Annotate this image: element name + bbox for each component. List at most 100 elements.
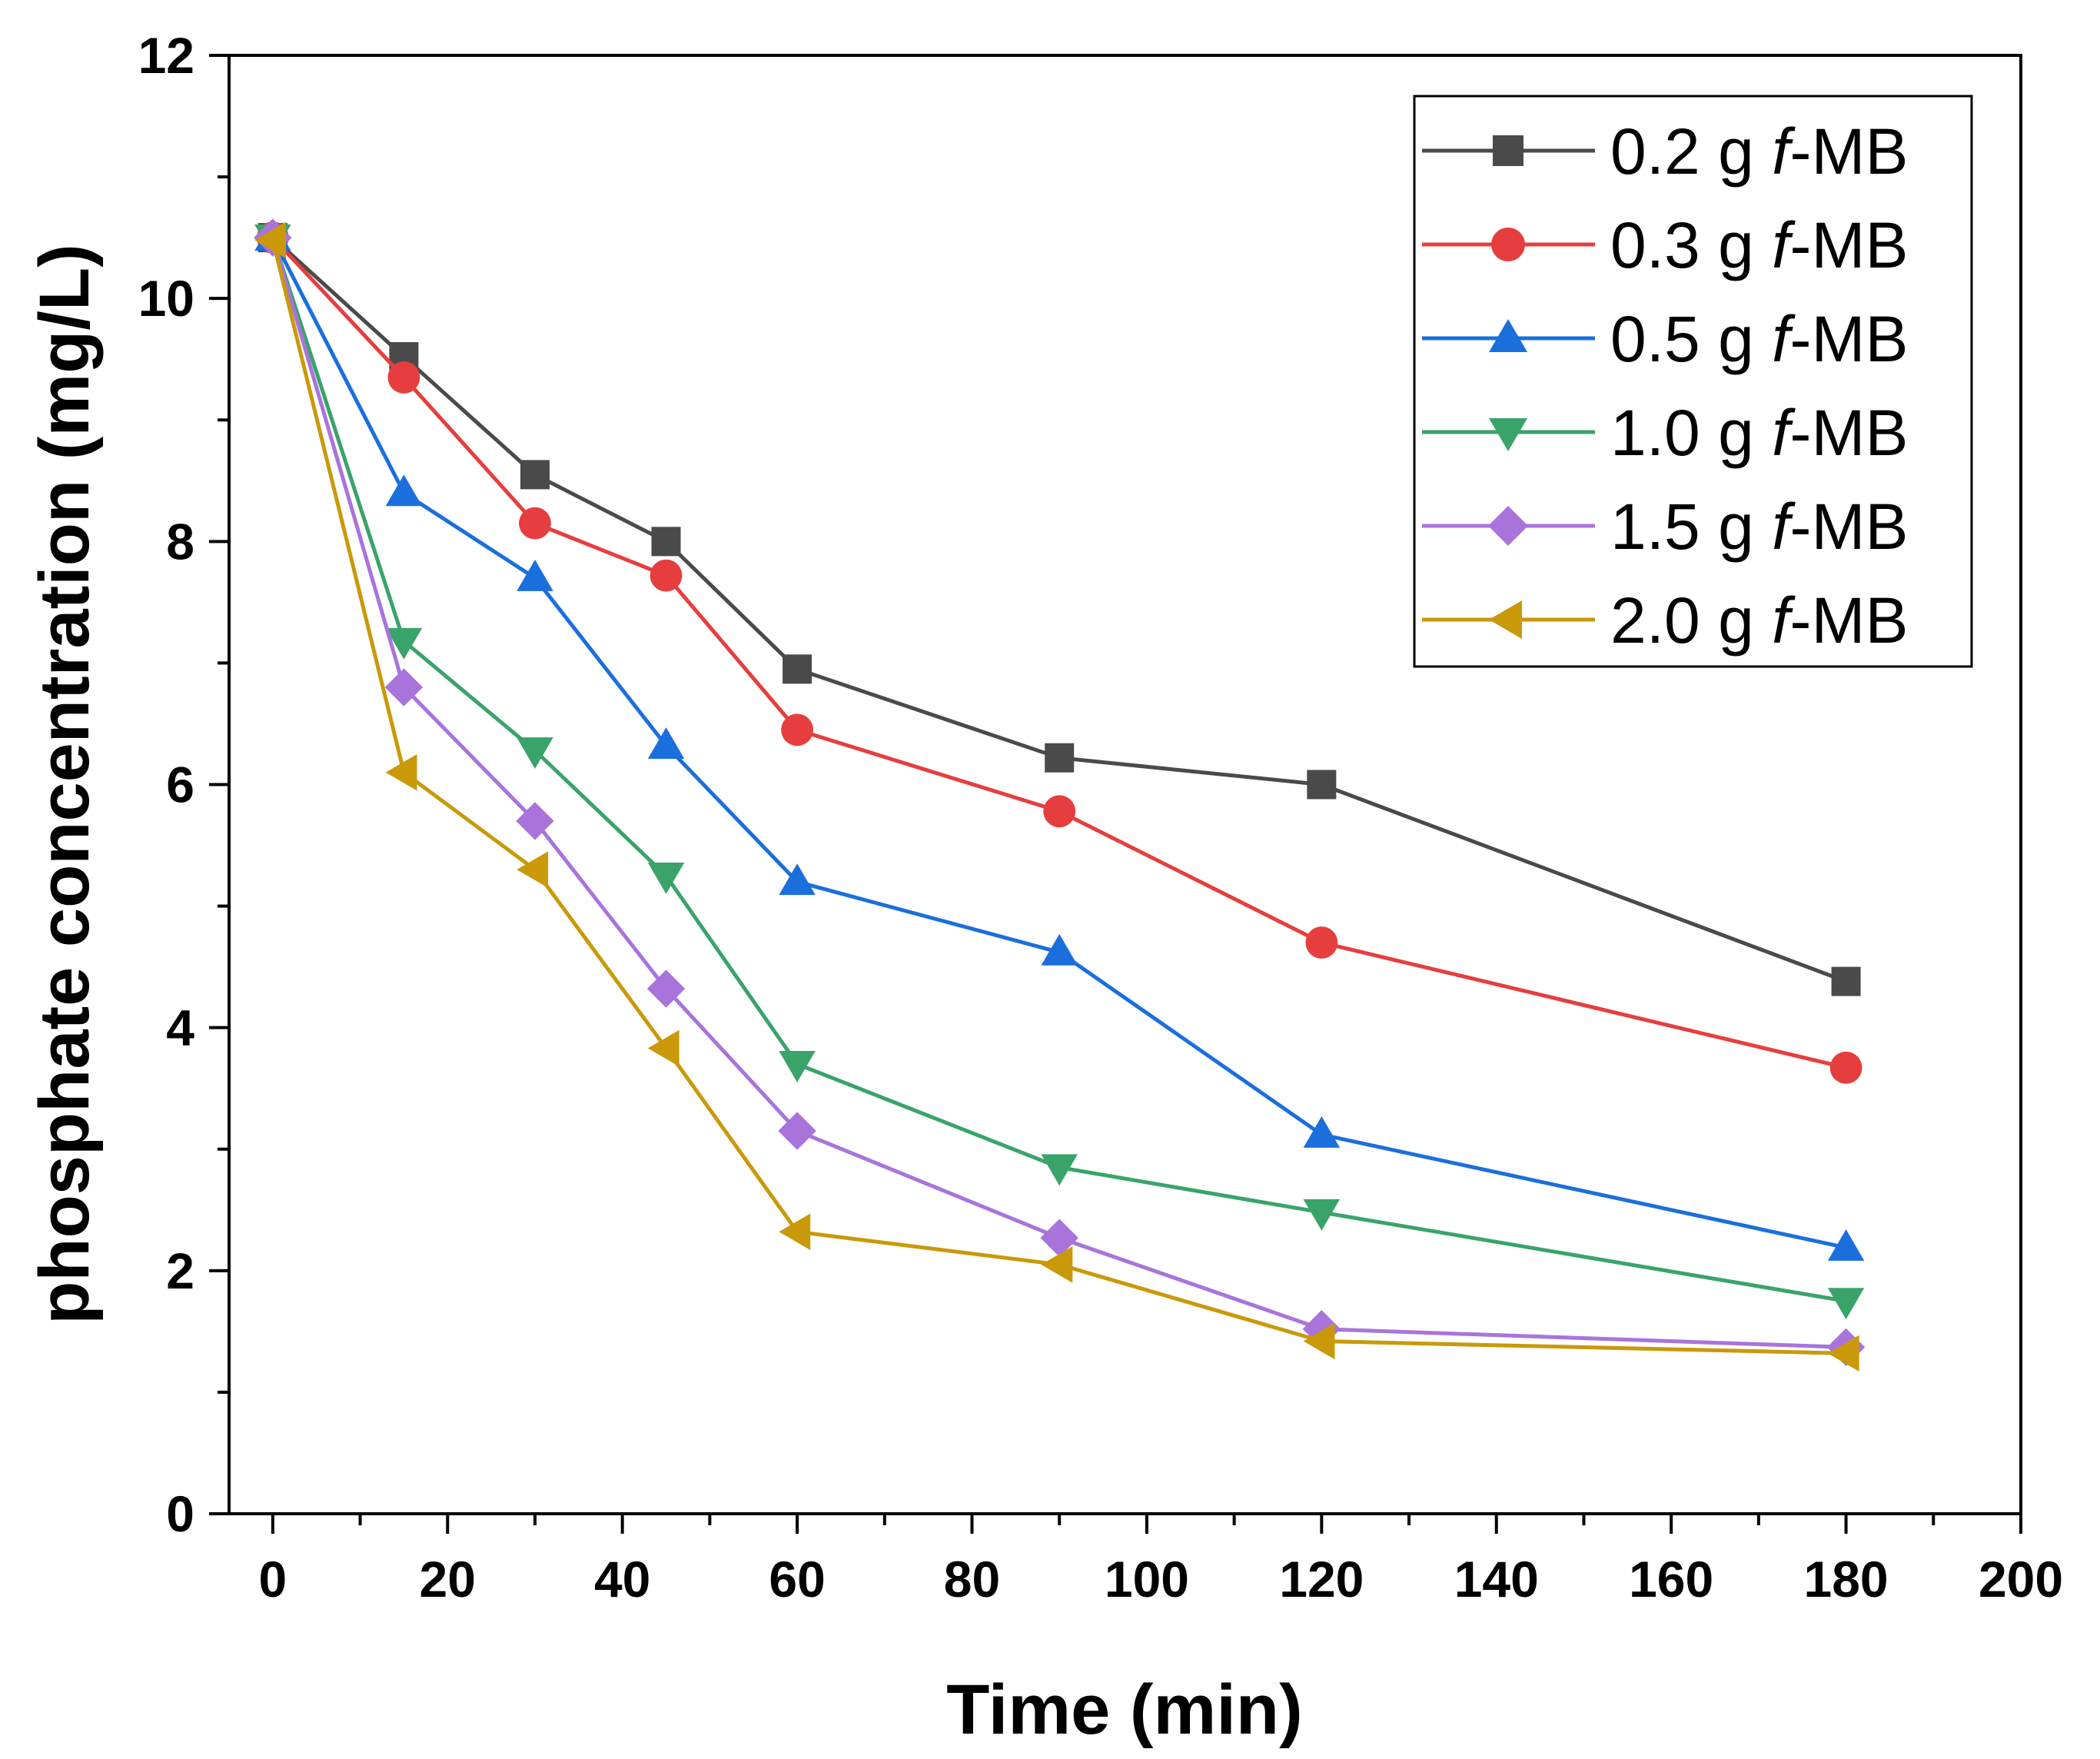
data-point-triangle-down bbox=[1303, 1199, 1341, 1231]
data-point-circle bbox=[387, 361, 420, 394]
data-point-triangle-down bbox=[647, 862, 685, 894]
data-point-triangle-up bbox=[517, 560, 553, 591]
legend-box bbox=[1413, 95, 1973, 668]
data-point-triangle-down bbox=[1827, 1288, 1865, 1320]
x-tick-label: 80 bbox=[944, 1551, 1000, 1608]
legend-label: 0.5 g f-MB bbox=[1610, 303, 1909, 375]
legend: 0.2 g f-MB 0.3 g f-MB 0.5 g f-MB 1.0 g f-MB… bbox=[1413, 95, 1973, 668]
legend-label: 0.2 g f-MB bbox=[1610, 115, 1909, 188]
legend-entry-0: 0.2 g f-MB bbox=[1422, 115, 1909, 188]
series-line bbox=[271, 239, 1846, 1355]
data-point-triangle-up bbox=[1489, 319, 1527, 352]
legend-label-suffix: -MB bbox=[1790, 584, 1909, 657]
data-point-triangle-left bbox=[647, 1029, 680, 1067]
x-tick-label: 120 bbox=[1279, 1551, 1364, 1608]
y-tick-label: 8 bbox=[166, 513, 194, 570]
data-point-triangle-left bbox=[254, 221, 286, 259]
data-point-triangle-up bbox=[1303, 1116, 1341, 1148]
x-tick-label: 100 bbox=[1105, 1551, 1189, 1608]
series-1 bbox=[256, 221, 1862, 1084]
data-point-square bbox=[1307, 770, 1337, 800]
legend-label-prefix: 0.5 g bbox=[1610, 303, 1772, 375]
legend-label-prefix: 2.0 g bbox=[1610, 584, 1772, 657]
data-point-diamond bbox=[778, 1112, 816, 1150]
x-tick-label: 0 bbox=[258, 1551, 287, 1608]
y-tick-label: 6 bbox=[166, 756, 194, 813]
data-point-diamond bbox=[646, 969, 686, 1008]
data-point-triangle-up bbox=[1827, 1229, 1865, 1261]
data-point-triangle-down bbox=[1489, 418, 1527, 451]
legend-label: 0.3 g f-MB bbox=[1610, 209, 1909, 281]
series-layer bbox=[254, 218, 1866, 1372]
data-point-triangle-left bbox=[779, 1213, 811, 1250]
x-tick-label: 160 bbox=[1629, 1551, 1713, 1608]
x-tick-label: 60 bbox=[769, 1551, 825, 1608]
series-3 bbox=[254, 224, 1865, 1320]
data-point-square bbox=[651, 527, 681, 557]
data-point-circle bbox=[519, 507, 551, 540]
series-5 bbox=[254, 221, 1859, 1372]
x-tick-label: 20 bbox=[420, 1551, 476, 1608]
data-point-triangle-left bbox=[385, 753, 417, 791]
data-point-triangle-up bbox=[1041, 933, 1078, 966]
legend-entry-2: 0.5 g f-MB bbox=[1422, 303, 1909, 375]
legend-label-prefix: 0.3 g bbox=[1610, 209, 1772, 281]
legend-entry-5: 2.0 g f-MB bbox=[1422, 584, 1909, 657]
series-line bbox=[271, 237, 1846, 1349]
y-tick-label: 12 bbox=[138, 27, 194, 84]
x-tick-label: 200 bbox=[1979, 1551, 2063, 1608]
x-axis-title: Time (min) bbox=[946, 1671, 1302, 1749]
series-line bbox=[271, 236, 1847, 1070]
legend-entry-3: 1.0 g f-MB bbox=[1422, 397, 1909, 469]
data-point-diamond bbox=[1488, 506, 1528, 546]
data-point-triangle-down bbox=[385, 627, 423, 660]
data-point-circle bbox=[1043, 795, 1076, 828]
data-point-triangle-left bbox=[517, 851, 549, 888]
legend-label-suffix: -MB bbox=[1790, 209, 1909, 281]
data-point-circle bbox=[1491, 228, 1525, 261]
x-tick-label: 180 bbox=[1804, 1551, 1889, 1608]
data-point-diamond bbox=[1040, 1219, 1078, 1257]
legend-label-suffix: -MB bbox=[1790, 490, 1909, 563]
data-point-triangle-up bbox=[385, 474, 423, 507]
legend-label-suffix: -MB bbox=[1790, 115, 1909, 188]
data-point-square bbox=[1831, 966, 1861, 996]
x-tick-label: 40 bbox=[594, 1551, 650, 1608]
legend-label: 1.0 g f-MB bbox=[1610, 397, 1909, 469]
data-point-circle bbox=[1305, 926, 1338, 959]
y-tick-label: 4 bbox=[166, 999, 194, 1056]
data-point-circle bbox=[650, 559, 683, 592]
data-point-circle bbox=[1829, 1051, 1862, 1084]
data-point-square bbox=[783, 654, 812, 684]
legend-label-suffix: -MB bbox=[1790, 397, 1909, 469]
data-point-triangle-up bbox=[779, 863, 816, 896]
legend-label: 1.5 g f-MB bbox=[1610, 490, 1909, 563]
data-point-square bbox=[520, 460, 550, 490]
data-point-square bbox=[1045, 743, 1075, 773]
data-point-diamond bbox=[384, 668, 424, 707]
axes: 0 20 40 60 80 100 120 140 160 180 200 0 2 4 6 8 10 12 bbox=[138, 27, 2063, 1608]
series-line bbox=[271, 236, 1847, 1250]
data-point-square bbox=[1493, 135, 1523, 166]
legend-entry-4: 1.5 g f-MB bbox=[1422, 490, 1909, 563]
data-point-diamond bbox=[516, 802, 554, 840]
data-point-triangle-left bbox=[1827, 1335, 1859, 1372]
data-point-triangle-down bbox=[1041, 1154, 1078, 1186]
legend-label-prefix: 0.2 g bbox=[1610, 115, 1772, 188]
legend-label-prefix: 1.0 g bbox=[1610, 397, 1772, 469]
legend-label-prefix: 1.5 g bbox=[1610, 490, 1772, 563]
y-tick-label: 10 bbox=[138, 270, 194, 327]
y-tick-label: 0 bbox=[166, 1485, 194, 1542]
y-axis-title: phosphate concentration (mg/L) bbox=[25, 244, 104, 1325]
data-point-triangle-left bbox=[1041, 1246, 1073, 1283]
legend-label-suffix: -MB bbox=[1790, 303, 1909, 375]
data-point-triangle-left bbox=[1489, 600, 1522, 639]
data-point-triangle-up bbox=[647, 727, 685, 760]
legend-label: 2.0 g f-MB bbox=[1610, 584, 1909, 657]
series-line bbox=[271, 236, 1847, 983]
data-point-circle bbox=[781, 713, 813, 746]
legend-entry-1: 0.3 g f-MB bbox=[1422, 209, 1909, 281]
data-point-triangle-down bbox=[517, 737, 553, 769]
x-tick-label: 140 bbox=[1454, 1551, 1539, 1608]
